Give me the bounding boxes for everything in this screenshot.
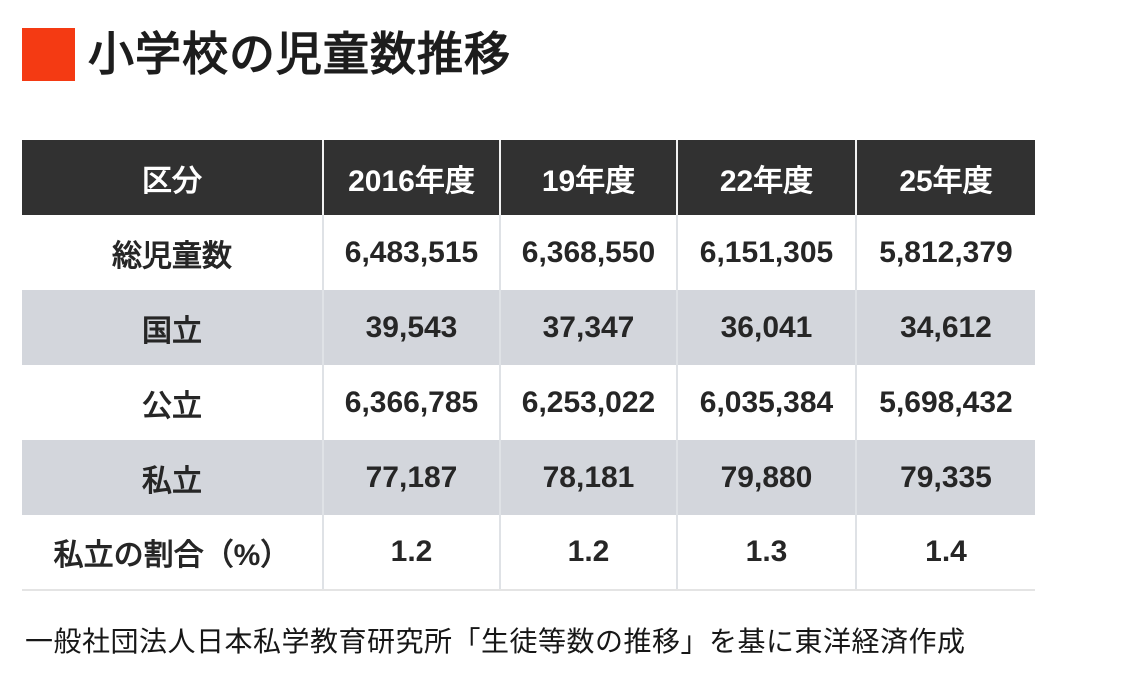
value-cell: 39,543 xyxy=(322,290,500,365)
row-label-cell: 国立 xyxy=(22,290,323,365)
table-row-private-ratio: 私立の割合（%） 1.2 1.2 1.3 1.4 xyxy=(22,515,1035,591)
value-cell: 77,187 xyxy=(322,440,500,515)
value-cell: 79,335 xyxy=(855,440,1035,515)
header-cell-2022: 22年度 xyxy=(676,140,856,215)
value-cell: 78,181 xyxy=(499,440,677,515)
row-label-cell: 私立 xyxy=(22,440,323,515)
row-label-cell: 公立 xyxy=(22,365,323,440)
page-title: 小学校の児童数推移 xyxy=(88,28,511,81)
table-row-national: 国立 39,543 37,347 36,041 34,612 xyxy=(22,290,1035,365)
header-cell-category: 区分 xyxy=(22,140,323,215)
value-cell: 5,698,432 xyxy=(855,365,1035,440)
table-row-public: 公立 6,366,785 6,253,022 6,035,384 5,698,4… xyxy=(22,365,1035,440)
row-label-cell: 総児童数 xyxy=(22,215,323,290)
value-cell: 6,035,384 xyxy=(676,365,856,440)
value-cell: 6,151,305 xyxy=(676,215,856,290)
value-cell: 6,253,022 xyxy=(499,365,677,440)
value-cell: 1.3 xyxy=(676,515,856,591)
header-cell-2025: 25年度 xyxy=(855,140,1035,215)
row-label-cell: 私立の割合（%） xyxy=(22,515,323,591)
value-cell: 34,612 xyxy=(855,290,1035,365)
value-cell: 37,347 xyxy=(499,290,677,365)
table-header-row: 区分 2016年度 19年度 22年度 25年度 xyxy=(22,140,1035,215)
value-cell: 5,812,379 xyxy=(855,215,1035,290)
value-cell: 36,041 xyxy=(676,290,856,365)
header-cell-2016: 2016年度 xyxy=(322,140,500,215)
table-row-private: 私立 77,187 78,181 79,880 79,335 xyxy=(22,440,1035,515)
page-header: 小学校の児童数推移 xyxy=(22,28,511,81)
header-cell-2019: 19年度 xyxy=(499,140,677,215)
value-cell: 79,880 xyxy=(676,440,856,515)
source-attribution: 一般社団法人日本私学教育研究所「生徒等数の推移」を基に東洋経済作成 xyxy=(25,626,966,657)
value-cell: 1.2 xyxy=(499,515,677,591)
value-cell: 6,483,515 xyxy=(322,215,500,290)
value-cell: 6,368,550 xyxy=(499,215,677,290)
table-row-total: 総児童数 6,483,515 6,368,550 6,151,305 5,812… xyxy=(22,215,1035,290)
title-accent-square-icon xyxy=(22,28,75,81)
value-cell: 1.4 xyxy=(855,515,1035,591)
value-cell: 1.2 xyxy=(322,515,500,591)
student-numbers-table: 区分 2016年度 19年度 22年度 25年度 総児童数 6,483,515 … xyxy=(22,140,1035,591)
value-cell: 6,366,785 xyxy=(322,365,500,440)
